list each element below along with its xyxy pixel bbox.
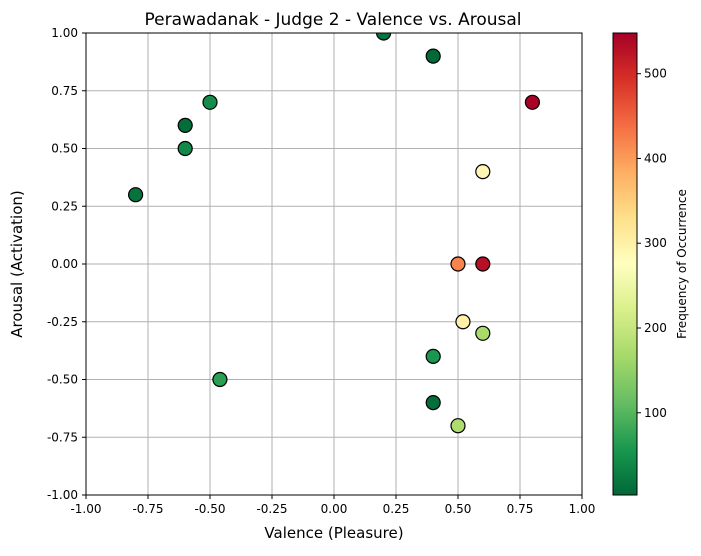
data-point [450,256,466,272]
y-tick-label: 0.00 [51,257,78,271]
colorbar-ticks: 100 200 300 400 500 [637,67,667,420]
data-point [475,256,491,272]
data-point [475,164,491,180]
x-tick-label: 0.50 [445,502,472,516]
x-tick-label: 0.75 [507,502,534,516]
y-tick-label: 1.00 [51,26,78,40]
y-tick-label: 0.25 [51,199,78,213]
colorbar-tick-label: 100 [644,406,667,420]
x-axis-ticks: -1.00 -0.75 -0.50 -0.25 0.00 0.25 0.50 0.75 1.00 [70,495,595,516]
data-point [202,94,218,110]
data-point [177,117,193,134]
colorbar-label: Frequency of Occurrence [675,189,689,339]
x-tick-label: -1.00 [70,502,101,516]
chart-title: Perawadanak - Judge 2 - Valence vs. Arou… [144,10,521,30]
y-axis-ticks: -1.00 -0.75 -0.50 -0.25 0.00 0.25 0.50 0.75 1.00 [47,26,86,502]
data-points [128,33,541,434]
colorbar [612,32,638,496]
x-tick-label: -0.75 [132,502,163,516]
data-point [475,325,491,341]
colorbar-tick-label: 400 [644,151,667,165]
y-tick-label: -0.50 [47,373,78,387]
y-axis-label: Arousal (Activation) [8,190,26,338]
x-tick-label: 0.25 [383,502,410,516]
data-point [376,33,392,41]
y-tick-label: -0.25 [47,315,78,329]
colorbar-tick-label: 200 [644,321,667,335]
x-tick-label: -0.25 [256,502,287,516]
x-axis-label: Valence (Pleasure) [264,524,403,542]
x-tick-label: 0.00 [321,502,348,516]
data-point [425,48,441,64]
data-point [450,418,466,434]
data-point [425,348,441,364]
data-point [425,395,441,411]
grid-lines [85,32,583,496]
y-tick-label: -0.75 [47,430,78,444]
colorbar-tick-label: 300 [644,236,667,250]
x-tick-label: -0.50 [194,502,225,516]
y-tick-label: 0.75 [51,84,78,98]
x-tick-label: 1.00 [569,502,596,516]
colorbar-tick-label: 500 [644,67,667,81]
data-point [524,94,541,110]
y-tick-label: 0.50 [51,142,78,156]
y-tick-label: -1.00 [47,488,78,502]
data-point [212,371,228,388]
data-point [177,140,193,157]
data-point [128,187,144,203]
data-point [455,314,471,330]
